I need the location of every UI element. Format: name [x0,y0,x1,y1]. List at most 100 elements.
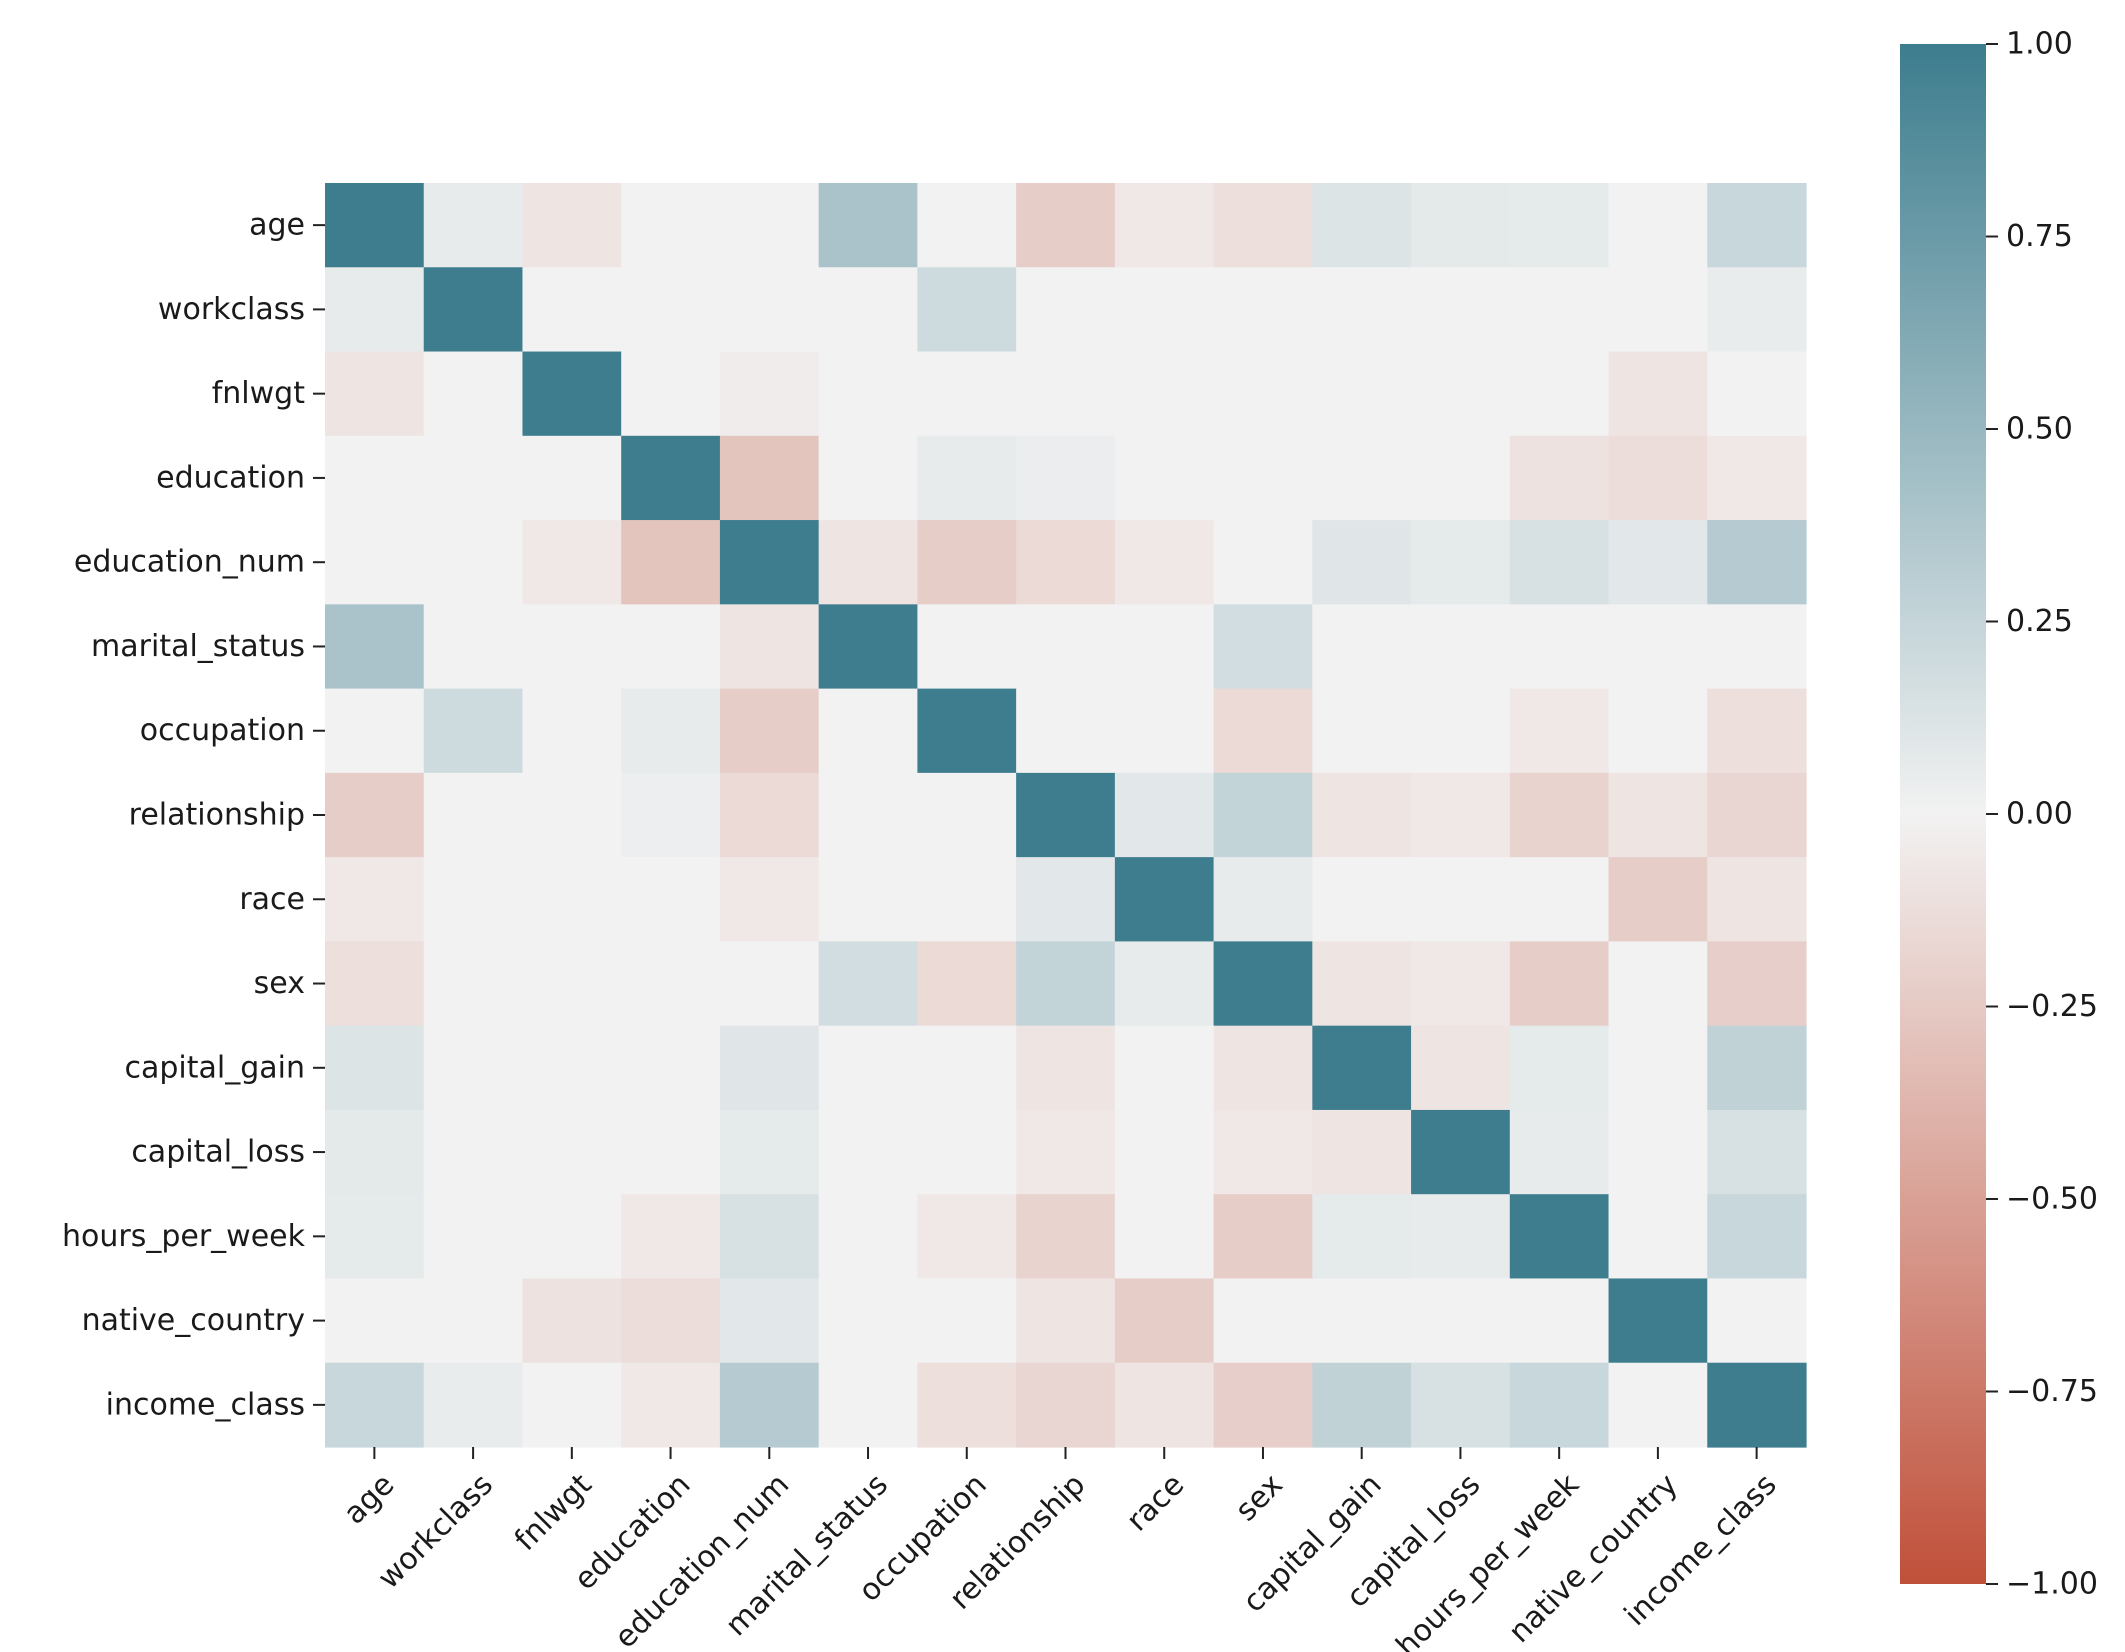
heatmap-cell-fnlwgt-relationship [1016,351,1116,437]
heatmap-cell-hours_per_week-sex [1213,1194,1313,1280]
heatmap-cell-occupation-capital_gain [1312,688,1412,774]
heatmap-cell-race-education_num [719,857,820,942]
heatmap-cell-capital_gain-capital_gain [1312,1025,1412,1111]
heatmap-cell-capital_loss-age [325,1109,425,1195]
heatmap-cell-workclass-fnlwgt [522,267,622,353]
x-tick-label: native_country [1502,1467,1685,1650]
heatmap-cell-sex-age [325,941,425,1027]
x-tick-label: sex [1229,1467,1290,1528]
heatmap-cell-workclass-age [325,267,425,353]
heatmap-cell-income_class-capital_gain [1312,1362,1412,1448]
heatmap-cell-capital_loss-sex [1213,1109,1313,1195]
heatmap-cell-occupation-race [1114,688,1215,774]
heatmap-cell-relationship-relationship [1016,772,1116,858]
heatmap-cell-race-age [325,857,425,942]
heatmap-cell-relationship-capital_gain [1312,772,1412,858]
heatmap-cell-occupation-hours_per_week [1509,688,1610,774]
heatmap-cell-sex-education [621,941,721,1027]
heatmap-cell-income_class-hours_per_week [1509,1362,1610,1448]
x-tick-label: age [337,1467,401,1531]
heatmap-cell-relationship-capital_loss [1411,772,1511,858]
heatmap-cell-workclass-relationship [1016,267,1116,353]
heatmap-cell-relationship-marital_status [818,772,918,858]
heatmap-cell-education_num-income_class [1707,520,1807,605]
heatmap-cell-race-sex [1213,857,1313,942]
heatmap-cell-capital_loss-occupation [917,1109,1017,1195]
heatmap-cell-occupation-sex [1213,688,1313,774]
heatmap-cell-capital_gain-education_num [719,1025,820,1111]
heatmap-cell-age-education_num [719,183,820,268]
heatmap-cell-sex-fnlwgt [522,941,622,1027]
heatmap-cell-capital_gain-marital_status [818,1025,918,1111]
heatmap-cell-age-occupation [917,183,1017,268]
heatmap-cell-marital_status-age [325,604,425,690]
heatmap-cell-hours_per_week-race [1114,1194,1215,1280]
y-tick-label: capital_gain [124,1050,305,1085]
heatmap-cell-age-workclass [423,183,524,268]
heatmap-cell-education-education_num [719,435,820,521]
heatmap-cell-race-occupation [917,857,1017,942]
heatmap-cell-age-race [1114,183,1215,268]
heatmap-cell-capital_gain-race [1114,1025,1215,1111]
heatmap-cell-occupation-marital_status [818,688,918,774]
y-tick-label: relationship [129,798,305,833]
heatmap-cell-race-income_class [1707,857,1807,942]
y-tick-label: occupation [140,713,305,748]
heatmap-cell-sex-occupation [917,941,1017,1027]
heatmap-cell-workclass-sex [1213,267,1313,353]
heatmap-cell-workclass-race [1114,267,1215,353]
heatmap-cell-age-income_class [1707,183,1807,268]
heatmap-cell-race-fnlwgt [522,857,622,942]
heatmap-cell-income_class-race [1114,1362,1215,1448]
heatmap-cell-occupation-relationship [1016,688,1116,774]
heatmap-cell-education-age [325,435,425,521]
colorbar-tick-label: −1.00 [2006,1567,2098,1602]
heatmap-cell-education-relationship [1016,435,1116,521]
y-tick-label: hours_per_week [62,1219,306,1254]
heatmap-cell-income_class-sex [1213,1362,1313,1448]
heatmap-cell-capital_gain-hours_per_week [1509,1025,1610,1111]
heatmap-cell-education_num-education [621,520,721,605]
x-tick-label: education_num [608,1467,796,1652]
colorbar-tick-label: 0.75 [2006,219,2073,254]
heatmap-cell-education_num-race [1114,520,1215,605]
heatmap-cell-sex-race [1114,941,1215,1027]
heatmap-cell-capital_loss-workclass [423,1109,524,1195]
heatmap-cell-education_num-capital_loss [1411,520,1511,605]
heatmap-cell-income_class-income_class [1707,1362,1807,1448]
heatmap-cell-occupation-fnlwgt [522,688,622,774]
heatmap-cell-occupation-education_num [719,688,820,774]
heatmap-cell-education_num-native_country [1608,520,1708,605]
heatmap-cell-sex-education_num [719,941,820,1027]
heatmap-cell-capital_gain-sex [1213,1025,1313,1111]
heatmap-cell-fnlwgt-age [325,351,425,437]
heatmap-cell-hours_per_week-capital_gain [1312,1194,1412,1280]
heatmap-cell-marital_status-education [621,604,721,690]
y-tick-label: race [239,882,305,917]
heatmap-cell-education-race [1114,435,1215,521]
heatmap-cell-capital_loss-fnlwgt [522,1109,622,1195]
heatmap-cell-hours_per_week-capital_loss [1411,1194,1511,1280]
heatmap-cell-native_country-education [621,1278,721,1364]
y-tick-label: fnlwgt [212,376,305,411]
heatmap-cell-education-native_country [1608,435,1708,521]
heatmap-cell-education-sex [1213,435,1313,521]
heatmap-cell-capital_loss-race [1114,1109,1215,1195]
heatmap-cell-education-occupation [917,435,1017,521]
x-tick-label: fnlwgt [508,1467,599,1558]
heatmap-cell-race-education [621,857,721,942]
heatmap-cell-occupation-native_country [1608,688,1708,774]
heatmap-cell-hours_per_week-marital_status [818,1194,918,1280]
colorbar-tick-label: −0.25 [2006,989,2098,1024]
heatmap-cell-capital_loss-education [621,1109,721,1195]
heatmap-cell-relationship-education_num [719,772,820,858]
heatmap-cell-relationship-income_class [1707,772,1807,858]
heatmap-cell-relationship-occupation [917,772,1017,858]
y-tick-label: workclass [158,292,305,327]
heatmap-cell-marital_status-marital_status [818,604,918,690]
heatmap-cell-age-native_country [1608,183,1708,268]
heatmap-cell-hours_per_week-native_country [1608,1194,1708,1280]
heatmap-cell-education-hours_per_week [1509,435,1610,521]
